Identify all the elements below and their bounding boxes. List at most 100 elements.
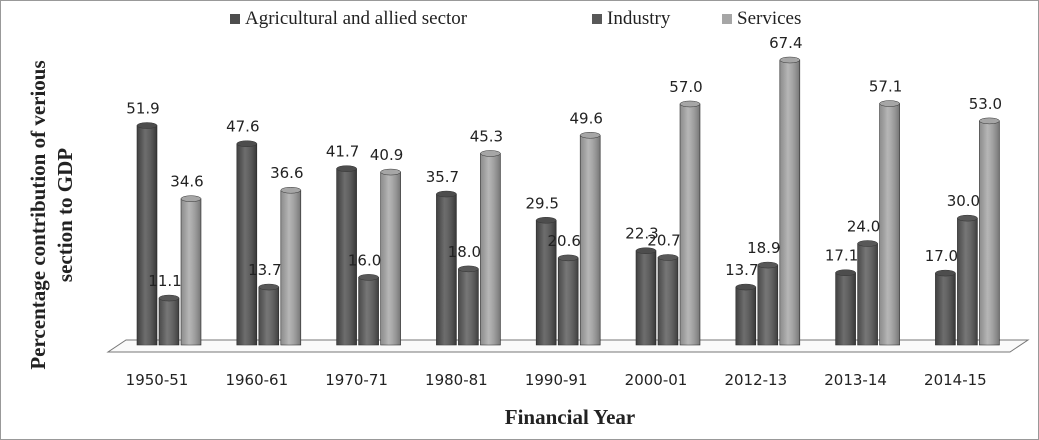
bar-top: [679, 100, 701, 108]
value-label: 17.0: [925, 247, 958, 265]
bar-top: [180, 195, 202, 202]
legend-label: Industry: [607, 8, 671, 29]
bar-shade: [258, 287, 279, 345]
value-label: 16.0: [348, 251, 381, 269]
bar-shade: [236, 143, 257, 345]
x-tick-label: 1990-91: [525, 371, 588, 389]
bar-top: [336, 165, 357, 172]
bar-shade: [757, 265, 778, 345]
value-label: 17.1: [825, 247, 858, 265]
bar-shade: [957, 218, 978, 345]
x-tick-label: 1960-61: [225, 371, 288, 389]
value-label: 20.6: [547, 232, 580, 250]
bar-shade: [336, 168, 357, 345]
value-label: 57.0: [669, 78, 702, 96]
value-label: 41.7: [326, 143, 359, 161]
bar-shade: [580, 135, 601, 345]
bar-top: [657, 254, 679, 261]
value-label: 18.9: [747, 239, 780, 257]
bar-shade: [779, 59, 800, 345]
bar-shade: [636, 250, 656, 345]
bar-top: [158, 294, 180, 302]
bar-shade: [835, 272, 856, 345]
x-tick-label: 1950-51: [126, 371, 189, 389]
bar-shade: [181, 198, 201, 345]
bar-shade: [879, 103, 900, 345]
value-label: 34.6: [170, 173, 203, 191]
legend-swatch: [592, 14, 602, 24]
bar-shade: [658, 257, 678, 345]
value-label: 67.4: [769, 34, 802, 52]
bar-top: [979, 117, 1000, 125]
bar-top: [635, 247, 657, 254]
bar-top: [757, 261, 779, 269]
bar-top: [280, 186, 302, 194]
value-label: 45.3: [470, 127, 503, 145]
bar-top: [835, 269, 856, 276]
bar-shade: [137, 125, 157, 345]
bar-top: [857, 240, 878, 247]
x-tick-label: 2014-15: [924, 371, 987, 389]
bar-shade: [358, 277, 379, 345]
y-axis-label: section to GDP: [53, 148, 77, 282]
bar-shade: [558, 257, 579, 345]
legend-swatch: [722, 14, 732, 24]
bar-shade: [979, 120, 1000, 345]
value-label: 20.7: [647, 231, 680, 249]
bar-top: [735, 283, 757, 291]
bar-shade: [935, 273, 956, 345]
legend-label: Services: [737, 8, 801, 29]
bar-top: [236, 140, 258, 147]
bar-top: [258, 283, 280, 291]
bar-top: [380, 168, 401, 176]
bar-shade: [280, 190, 301, 345]
bar-shade: [380, 172, 401, 345]
legend-label: Agricultural and allied sector: [245, 8, 468, 29]
value-label: 22.3: [625, 225, 658, 243]
bar-shade: [680, 103, 700, 345]
value-label: 40.9: [370, 146, 403, 164]
bar-shade: [436, 194, 457, 345]
value-label: 30.0: [947, 192, 980, 210]
value-label: 13.7: [248, 261, 281, 279]
y-axis-label: Percentage contribution of verious: [26, 60, 50, 369]
bar-top: [879, 100, 900, 107]
bar-top: [935, 269, 956, 277]
bar-top: [358, 274, 379, 281]
value-label: 49.6: [569, 109, 602, 127]
x-tick-label: 2000-01: [625, 371, 688, 389]
bar-top: [458, 265, 479, 273]
x-tick-label: 1980-81: [425, 371, 488, 389]
bar-top: [957, 214, 978, 222]
x-tick-label: 2013-14: [824, 371, 887, 389]
bar-shade: [857, 243, 878, 345]
legend-swatch: [230, 14, 240, 24]
value-label: 51.9: [126, 100, 159, 118]
bar-top: [436, 190, 457, 198]
x-tick-label: 1970-71: [325, 371, 388, 389]
value-label: 57.1: [869, 78, 902, 96]
bar-shade: [458, 268, 479, 345]
value-label: 13.7: [725, 261, 758, 279]
bar-top: [557, 254, 579, 262]
value-label: 36.6: [270, 164, 303, 182]
bar-shade: [536, 220, 557, 345]
bar-top: [136, 122, 158, 129]
bar-top: [480, 150, 501, 157]
bar-top: [535, 217, 557, 224]
legend: Agricultural and allied sector Industry Se…: [230, 8, 801, 29]
value-label: 29.5: [525, 194, 558, 212]
x-tick-label: 2012-13: [724, 371, 787, 389]
x-axis-label: Financial Year: [505, 405, 635, 429]
value-label: 53.0: [969, 95, 1002, 113]
value-label: 11.1: [148, 272, 181, 290]
bar-top: [779, 56, 801, 64]
bar-shade: [735, 287, 756, 345]
value-label: 47.6: [226, 118, 259, 136]
value-label: 24.0: [847, 218, 880, 236]
bar-shade: [480, 153, 501, 345]
bar-shade: [159, 298, 179, 345]
value-label: 18.0: [448, 243, 481, 261]
